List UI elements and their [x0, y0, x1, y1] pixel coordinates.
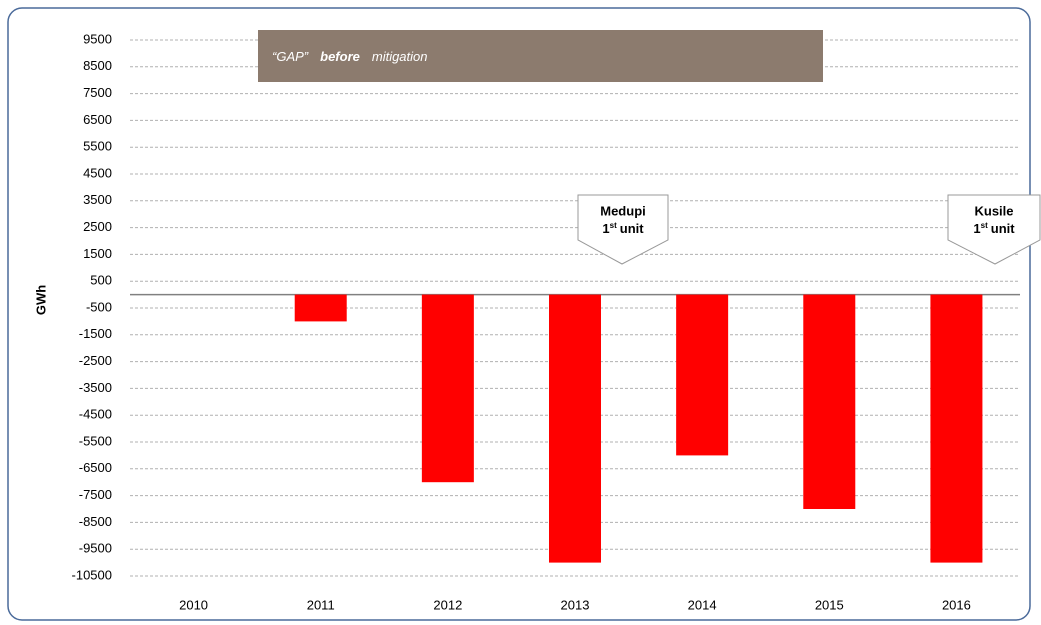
annotation-arrow [947, 194, 1041, 265]
y-tick-label: 4500 [83, 165, 112, 180]
y-tick-label: -8500 [79, 514, 112, 529]
title-part: mitigation [372, 49, 428, 64]
y-tick-label: -9500 [79, 541, 112, 556]
y-tick-label: -2500 [79, 353, 112, 368]
y-tick-label: -5500 [79, 433, 112, 448]
y-tick-label: 8500 [83, 58, 112, 73]
title-part: “GAP” [272, 49, 309, 64]
y-tick-label: 6500 [83, 112, 112, 127]
bar [930, 294, 983, 563]
x-tick-label: 2016 [942, 597, 971, 612]
annotation-name: Medupi [600, 203, 646, 218]
bar [549, 294, 601, 563]
x-tick-label: 2013 [561, 597, 590, 612]
annotation-unit: 1st unit [973, 221, 1015, 236]
y-tick-label: 5500 [83, 139, 112, 154]
y-tick-label: 500 [90, 273, 112, 288]
y-tick-label: 7500 [83, 85, 112, 100]
bar [421, 294, 474, 483]
frame [7, 7, 1031, 621]
y-tick-label: -10500 [72, 567, 112, 582]
annotation-ordinal: 1 [973, 221, 980, 236]
y-tick-label: 1500 [83, 246, 112, 261]
title-box [258, 30, 823, 82]
annotation-unit-word: unit [991, 221, 1015, 236]
y-tick-label: -3500 [79, 380, 112, 395]
bar [294, 294, 347, 322]
bar [676, 294, 729, 456]
chart-title: “GAP” before mitigation [272, 49, 428, 64]
y-tick-label: 2500 [83, 219, 112, 234]
y-tick-label: -1500 [79, 326, 112, 341]
bar [803, 294, 856, 509]
y-tick-label: -7500 [79, 487, 112, 502]
annotation-suffix: st [610, 221, 617, 230]
title-part: before [320, 49, 360, 64]
y-tick-label: 9500 [83, 31, 112, 46]
annotation-ordinal: 1 [602, 221, 609, 236]
annotation-arrow [577, 194, 669, 265]
x-tick-label: 2010 [179, 597, 208, 612]
annotation-unit: 1st unit [602, 221, 644, 236]
x-tick-label: 2014 [688, 597, 717, 612]
y-tick-label: -6500 [79, 460, 112, 475]
y-tick-label: 3500 [83, 192, 112, 207]
y-axis-label: GWh [33, 285, 48, 315]
annotation-unit-word: unit [620, 221, 644, 236]
annotation-suffix: st [981, 221, 988, 230]
annotation-name: Kusile [974, 203, 1013, 218]
x-tick-label: 2011 [307, 597, 335, 612]
y-tick-label: -500 [86, 299, 112, 314]
y-tick-label: -4500 [79, 407, 112, 422]
x-tick-label: 2015 [815, 597, 844, 612]
x-tick-label: 2012 [433, 597, 462, 612]
